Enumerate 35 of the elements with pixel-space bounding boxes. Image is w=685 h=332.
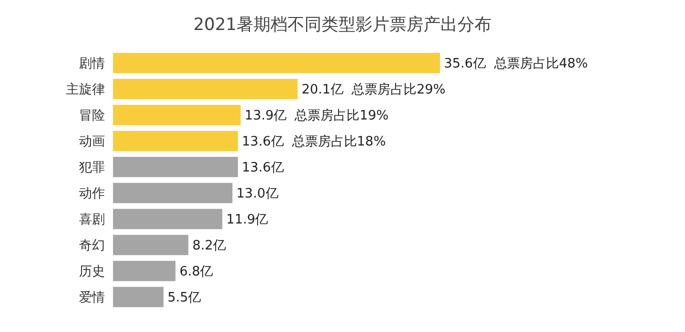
y-tick-label: 喜剧	[79, 212, 105, 228]
data-label: 8.2亿	[192, 238, 226, 254]
data-label: 13.6亿	[242, 160, 284, 176]
bar	[113, 104, 241, 126]
bar	[113, 156, 238, 178]
y-tick-label: 动作	[79, 186, 105, 202]
text: 总票房占比48%	[493, 56, 588, 72]
bar	[113, 52, 440, 74]
bar	[113, 182, 232, 204]
annotation: 总票房占比19%	[294, 108, 389, 124]
data-label: 6.8亿	[179, 264, 214, 280]
data-label: 35.6亿	[444, 56, 486, 72]
y-tick-label: 剧情	[79, 56, 105, 72]
y-tick-label: 冒险	[79, 108, 105, 124]
annotation: 总票房占比29%	[350, 82, 446, 98]
data-label: 13.6亿	[242, 134, 284, 150]
y-tick-label: 奇幻	[79, 238, 105, 254]
data-label: 5.5亿	[168, 290, 202, 306]
data-label: 13.0亿	[236, 186, 278, 202]
bar	[113, 208, 222, 230]
data-label: 13.9亿	[244, 108, 287, 124]
bar	[113, 286, 164, 308]
data-label: 20.1亿	[302, 82, 344, 98]
bar	[113, 234, 188, 256]
y-tick-label: 犯罪	[79, 160, 105, 176]
y-tick-label: 动画	[79, 134, 105, 150]
bar	[113, 130, 238, 152]
chart-title: 2021暑期档不同类型影片票房产出分布	[193, 15, 492, 35]
y-tick-label: 爱情	[79, 290, 105, 306]
y-tick-label: 主旋律	[66, 82, 105, 98]
bar	[113, 78, 298, 100]
bar	[113, 260, 176, 282]
y-tick-label: 历史	[79, 264, 105, 280]
data-label: 11.9亿	[226, 212, 268, 228]
annotation: 总票房占比18%	[290, 134, 386, 150]
